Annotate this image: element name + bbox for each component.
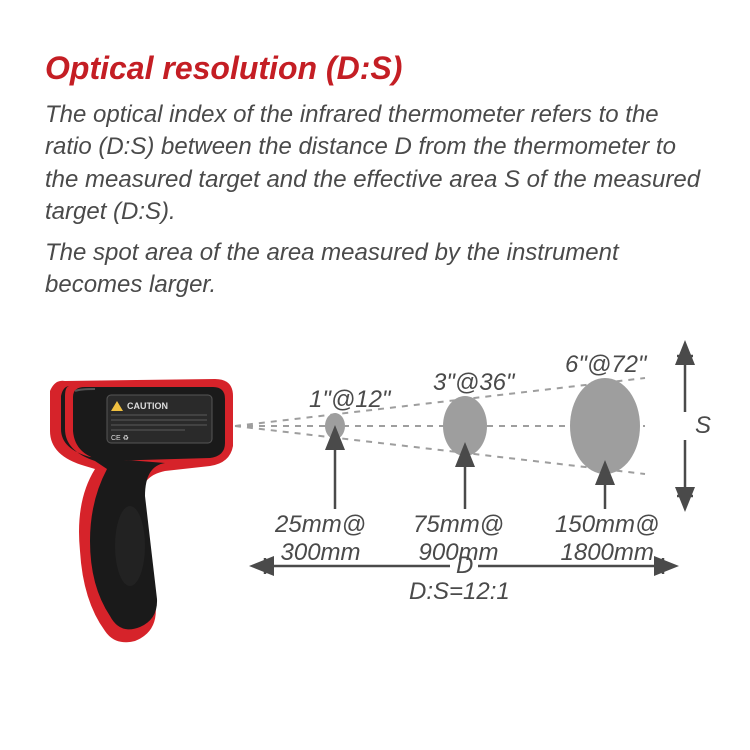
measurement-spot (325, 413, 345, 439)
ratio-label: D:S=12:1 (409, 578, 510, 606)
paragraph-1: The optical index of the infrared thermo… (45, 99, 705, 229)
spot-bottom-label-0: 25mm@300mm (275, 511, 366, 567)
paragraph-2: The spot area of the area measured by th… (45, 237, 705, 302)
spot-top-label-1: 3"@36" (433, 369, 514, 397)
spot-top-label-2: 6"@72" (565, 351, 646, 379)
d-axis-label: D (456, 552, 473, 580)
s-axis-label: S (695, 412, 711, 440)
optical-diagram: CAUTION CE ♻ 1"@12"25mm@300mm3"@36"75mm@… (45, 311, 705, 691)
measurement-spot (443, 396, 487, 456)
page-title: Optical resolution (D:S) (45, 50, 705, 87)
spot-bottom-label-2: 150mm@1800mm (555, 511, 659, 567)
spot-top-label-0: 1"@12" (309, 386, 390, 414)
measurement-spot (570, 378, 640, 474)
